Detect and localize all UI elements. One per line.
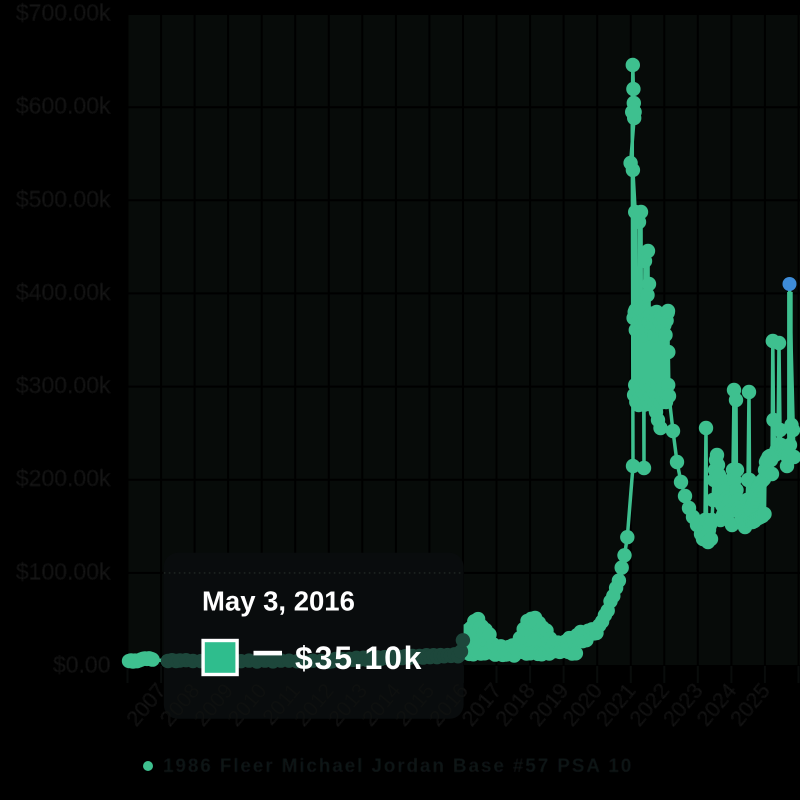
svg-text:$400.00k: $400.00k [16, 279, 111, 305]
svg-text:$35.10k: $35.10k [295, 640, 423, 676]
svg-text:$300.00k: $300.00k [16, 372, 111, 398]
svg-text:$100.00k: $100.00k [16, 558, 111, 584]
svg-text:$700.00k: $700.00k [16, 0, 111, 26]
svg-text:$600.00k: $600.00k [16, 93, 111, 119]
svg-text:$200.00k: $200.00k [16, 465, 111, 491]
svg-text:May 3, 2016: May 3, 2016 [202, 585, 355, 616]
svg-text:1986 Fleer Michael Jordan Base: 1986 Fleer Michael Jordan Base #57 PSA 1… [163, 756, 633, 777]
svg-text:$500.00k: $500.00k [16, 186, 111, 212]
svg-text:$0.00: $0.00 [53, 652, 111, 678]
